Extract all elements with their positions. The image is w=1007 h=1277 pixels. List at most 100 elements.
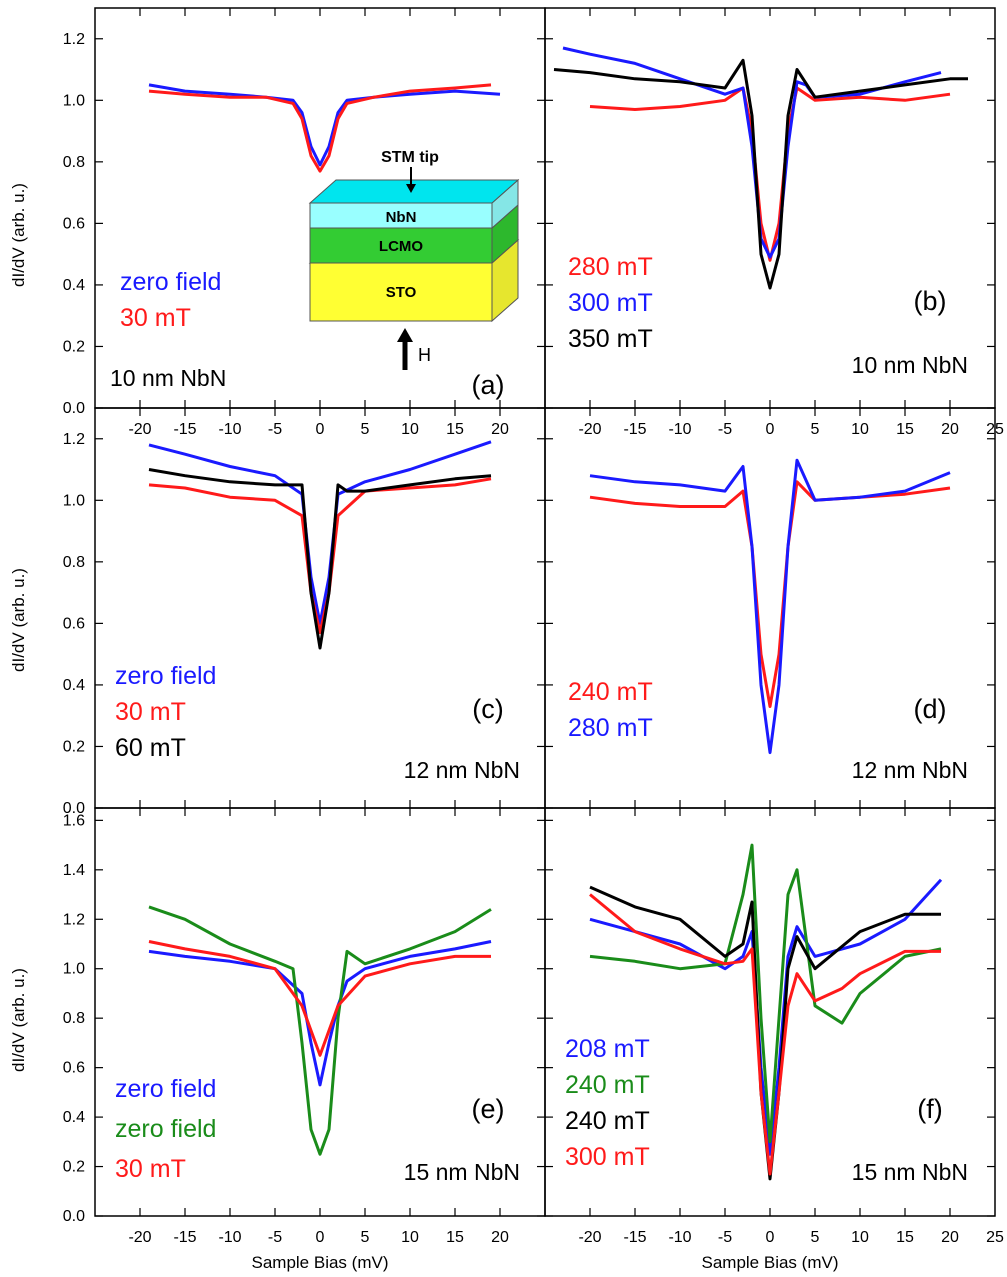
legend-entry: 350 mT <box>568 325 653 353</box>
x-tick-label: 20 <box>941 1229 959 1246</box>
panel-5: -20 -15 -10 -5 0 5 10 15 20 25 208 mT 240 mT 240 mT 3… <box>544 807 1004 1246</box>
series-line-1 <box>148 905 492 1156</box>
x-tick-label: -15 <box>623 1229 646 1246</box>
series-line-1 <box>562 46 942 259</box>
panel-letter: (f) <box>917 1094 942 1124</box>
panel-letter: (e) <box>472 1094 505 1124</box>
series-line-1 <box>148 83 492 173</box>
y-tick-label: 0.8 <box>63 1010 85 1027</box>
x-tick-label: 20 <box>491 421 509 438</box>
y-tick-label: 0.4 <box>63 277 85 294</box>
field-arrowhead <box>397 328 413 342</box>
x-tick-label: -5 <box>718 421 732 438</box>
panel-4: -20 -15 -10 -5 0 5 10 15 20 0.0 0.2 0.4 0.6 0.8 1.0 1.2… <box>63 807 546 1246</box>
x-tick-label: -20 <box>578 1229 601 1246</box>
sample-label: 12 nm NbN <box>852 757 968 783</box>
legend-entry: zero field <box>115 1115 216 1143</box>
y-tick-label: 0.2 <box>63 738 85 755</box>
y-tick-label: 1.2 <box>63 911 85 928</box>
x-tick-label: 5 <box>811 1229 820 1246</box>
legend-entry: 30 mT <box>115 698 186 726</box>
series-line-0 <box>589 86 951 262</box>
legend-entry: 300 mT <box>565 1143 650 1171</box>
legend-entry: 240 mT <box>565 1107 650 1135</box>
sample-label: 10 nm NbN <box>110 365 226 391</box>
x-tick-label: 0 <box>766 421 775 438</box>
nbn-layer-top <box>308 179 520 204</box>
y-tick-label: 0.2 <box>63 1159 85 1176</box>
panel-letter: (b) <box>914 286 947 316</box>
y-tick-label: 0.4 <box>63 1109 85 1126</box>
y-tick-label: 0.8 <box>63 154 85 171</box>
y-tick-label: 0.8 <box>63 554 85 571</box>
y-tick-label: 1.0 <box>63 92 85 109</box>
x-axis-label-left: Sample Bias (mV) <box>252 1253 389 1272</box>
y-axis-label-bottom: dI/dV (arb. u.) <box>9 968 28 1072</box>
x-tick-label: -5 <box>718 1229 732 1246</box>
legend-entry: 280 mT <box>568 714 653 742</box>
series-line-0 <box>148 940 492 1087</box>
panel-letter: (a) <box>472 370 505 400</box>
series-line-1 <box>148 477 492 635</box>
x-tick-label: 15 <box>446 421 464 438</box>
y-tick-label: 0.6 <box>63 215 85 232</box>
x-tick-label: 15 <box>446 1229 464 1246</box>
x-tick-label: 10 <box>851 1229 869 1246</box>
series-line-0 <box>148 83 501 167</box>
y-tick-label: 1.6 <box>63 812 85 829</box>
sample-label: 15 nm NbN <box>404 1159 520 1185</box>
nbn-layer-label: NbN <box>386 209 417 226</box>
legend-entry: 208 mT <box>565 1035 650 1063</box>
x-tick-label: -20 <box>128 1229 151 1246</box>
y-axis-label-middle: dI/dV (arb. u.) <box>9 568 28 672</box>
legend-entry: zero field <box>115 662 216 690</box>
x-tick-label: -10 <box>218 1229 241 1246</box>
field-label: H <box>418 345 431 365</box>
x-tick-label: -20 <box>578 421 601 438</box>
x-tick-label: -5 <box>268 1229 282 1246</box>
series-line-2 <box>148 940 491 1057</box>
legend-entry: 240 mT <box>568 678 653 706</box>
x-tick-label: -15 <box>173 421 196 438</box>
y-tick-label: 1.4 <box>63 862 85 879</box>
series-line-0 <box>589 878 943 1156</box>
y-tick-label: 0.0 <box>63 800 85 817</box>
y-tick-label: 1.0 <box>63 961 85 978</box>
y-tick-label: 0.4 <box>63 677 85 694</box>
x-tick-label: -10 <box>218 421 241 438</box>
x-tick-label: 15 <box>896 1229 914 1246</box>
panel-3: 240 mT 280 mT 12 nm NbN (d) <box>544 407 996 809</box>
sto-layer-front <box>309 262 493 322</box>
lcmo-layer-front <box>309 227 493 264</box>
series-line-3 <box>589 893 941 1176</box>
y-axis-label: dI/dV (arb. u.) <box>9 183 28 287</box>
panels: -20 -15 -10 -5 0 5 10 15 20 0.0 0.2 0.4 0.6 0.8 1.0 1.2… <box>63 7 1004 1246</box>
y-tick-label: 0.2 <box>63 338 85 355</box>
x-tick-label: 5 <box>361 1229 370 1246</box>
sto-layer-label: STO <box>386 284 417 301</box>
x-tick-label: 15 <box>896 421 914 438</box>
x-tick-label: 5 <box>361 421 370 438</box>
stm-tip-label: STM tip <box>381 149 439 166</box>
layer-stack-inset: NbN LCMO STO STM tip H <box>308 149 520 370</box>
x-tick-label: -20 <box>128 421 151 438</box>
series-line-1 <box>589 458 951 755</box>
legend-entry: 300 mT <box>568 289 653 317</box>
panel-2: 0.0 0.2 0.4 0.6 0.8 1.0 1.2 zero field 30 mT 60 m… <box>63 407 546 817</box>
y-tick-label: 0.6 <box>63 615 85 632</box>
y-tick-label: 0.0 <box>63 400 85 417</box>
x-tick-label: -10 <box>668 421 691 438</box>
legend-entry: 30 mT <box>115 1155 186 1183</box>
lcmo-layer-label: LCMO <box>379 238 423 255</box>
legend-entry: 280 mT <box>568 253 653 281</box>
y-tick-label: 1.2 <box>63 31 85 48</box>
stm-tip-arrowhead <box>406 184 416 193</box>
legend-entry: 240 mT <box>565 1071 650 1099</box>
x-tick-label: -5 <box>268 421 282 438</box>
sample-label: 12 nm NbN <box>404 757 520 783</box>
nbn-layer-front <box>309 202 493 229</box>
y-tick-label: 0.0 <box>63 1208 85 1225</box>
x-tick-label: 20 <box>491 1229 509 1246</box>
